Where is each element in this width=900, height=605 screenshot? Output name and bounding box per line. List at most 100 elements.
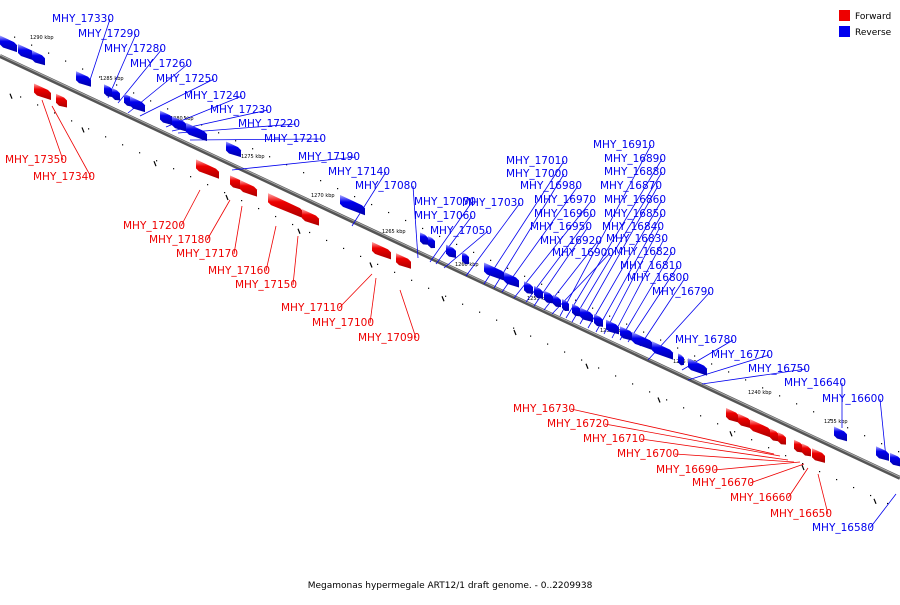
scale-tick-label: 1290 kbp	[30, 35, 54, 41]
leader-line	[89, 18, 111, 81]
reverse-gene-label[interactable]: MHY_16980	[520, 180, 582, 192]
reverse-gene-label[interactable]: MHY_17190	[298, 151, 360, 163]
leader-line	[587, 199, 663, 329]
reverse-gene-label[interactable]: MHY_16770	[711, 349, 773, 361]
minor-tick	[530, 335, 532, 337]
minor-tick	[241, 200, 243, 202]
reverse-gene-label[interactable]: MHY_16900	[552, 247, 614, 259]
minor-tick	[802, 463, 804, 465]
scale-tick-label: 1275 kbp	[241, 154, 265, 160]
reverse-gene-label[interactable]: MHY_16800	[627, 272, 689, 284]
minor-tick	[405, 219, 407, 222]
minor-tick	[632, 383, 634, 385]
forward-gene-label[interactable]: MHY_17150	[235, 279, 297, 291]
forward-gene-label[interactable]: MHY_17350	[5, 154, 67, 166]
reverse-gene-label[interactable]: MHY_16600	[822, 393, 884, 405]
reverse-gene-label[interactable]: MHY_16750	[748, 363, 810, 375]
leader-line	[117, 48, 163, 104]
reverse-gene-label[interactable]: MHY_16870	[600, 180, 662, 192]
reverse-gene-label[interactable]: MHY_17140	[328, 166, 390, 178]
minor-tick	[303, 172, 305, 174]
minor-tick	[881, 443, 883, 445]
reverse-gene-label[interactable]: MHY_16890	[604, 153, 666, 165]
reverse-gene	[606, 319, 619, 335]
forward-gene-label[interactable]: MHY_17090	[358, 332, 420, 344]
leader-line	[674, 453, 795, 463]
reverse-gene-label[interactable]: MHY_17080	[355, 180, 417, 192]
reverse-gene-label[interactable]: MHY_17250	[156, 73, 218, 85]
reverse-gene	[562, 299, 569, 312]
forward-gene-label[interactable]: MHY_16660	[730, 492, 792, 504]
reverse-gene-label[interactable]: MHY_16780	[675, 334, 737, 346]
forward-gene-label[interactable]: MHY_17160	[208, 265, 270, 277]
forward-gene-label[interactable]: MHY_16650	[770, 508, 832, 520]
reverse-gene-label[interactable]: MHY_17030	[462, 197, 524, 209]
reverse-gene-label[interactable]: MHY_16820	[614, 246, 676, 258]
forward-gene-label[interactable]: MHY_17340	[33, 171, 95, 183]
leader-lines	[41, 18, 897, 529]
minor-tick	[422, 227, 424, 230]
reverse-gene-label[interactable]: MHY_17330	[52, 13, 114, 25]
reverse-gene-label[interactable]: MHY_16850	[604, 208, 666, 220]
forward-gene-label[interactable]: MHY_17180	[149, 234, 211, 246]
reverse-gene	[572, 303, 581, 317]
minor-tick	[354, 195, 356, 198]
minor-tick	[700, 415, 702, 417]
minor-tick	[37, 104, 39, 106]
forward-gene-label[interactable]: MHY_16730	[513, 403, 575, 415]
reverse-gene-label[interactable]: MHY_16580	[812, 522, 874, 534]
leader-line	[570, 408, 775, 455]
reverse-gene-label[interactable]: MHY_16810	[620, 260, 682, 272]
forward-gene-label[interactable]: MHY_17100	[312, 317, 374, 329]
reverse-gene-label[interactable]: MHY_17000	[506, 168, 568, 180]
minor-tick	[643, 331, 645, 333]
forward-gene-label[interactable]: MHY_17200	[123, 220, 185, 232]
legend-reverse-label: Reverse	[855, 28, 892, 38]
forward-gene-label[interactable]: MHY_16720	[547, 418, 609, 430]
reverse-gene-label[interactable]: MHY_17260	[130, 58, 192, 70]
forward-gene-label[interactable]: MHY_16700	[617, 448, 679, 460]
leader-line	[619, 251, 673, 341]
reverse-gene-label[interactable]: MHY_17210	[264, 133, 326, 145]
reverse-gene	[553, 294, 561, 308]
reverse-gene-label[interactable]: MHY_17280	[104, 43, 166, 55]
forward-gene-label[interactable]: MHY_17110	[281, 302, 343, 314]
reverse-gene-label[interactable]: MHY_17220	[238, 118, 300, 130]
minor-tick	[870, 494, 872, 497]
forward-gene	[794, 439, 803, 453]
minor-tick	[269, 156, 271, 158]
reverse-gene-label[interactable]: MHY_16920	[540, 235, 602, 247]
reverse-gene-label[interactable]: MHY_17050	[430, 225, 492, 237]
reverse-gene-label[interactable]: MHY_17240	[184, 90, 246, 102]
leader-line	[180, 189, 201, 227]
reverse-gene	[678, 353, 684, 366]
reverse-gene-label[interactable]: MHY_17060	[414, 210, 476, 222]
forward-gene-label[interactable]: MHY_16670	[692, 477, 754, 489]
minor-tick	[116, 84, 118, 86]
reverse-gene-label[interactable]: MHY_16910	[593, 139, 655, 151]
reverse-gene-label[interactable]: MHY_16790	[652, 286, 714, 298]
reverse-gene-label[interactable]: MHY_16830	[606, 233, 668, 245]
minor-tick	[853, 486, 855, 489]
minor-tick	[99, 76, 101, 78]
reverse-gene-label[interactable]: MHY_17230	[210, 104, 272, 116]
reverse-gene-label[interactable]: MHY_16950	[530, 221, 592, 233]
leader-line	[493, 173, 565, 289]
leader-line	[603, 226, 661, 335]
forward-gene-label[interactable]: MHY_17170	[176, 248, 238, 260]
forward-gene-label[interactable]: MHY_16710	[583, 433, 645, 445]
reverse-gene-label[interactable]: MHY_16860	[604, 194, 666, 206]
reverse-gene-label[interactable]: MHY_16840	[602, 221, 664, 233]
reverse-gene	[834, 426, 847, 442]
reverse-gene-label[interactable]: MHY_16640	[784, 377, 846, 389]
reverse-gene-label[interactable]: MHY_17290	[78, 28, 140, 40]
forward-gene-label[interactable]: MHY_16690	[656, 464, 718, 476]
forward-gene	[372, 241, 391, 260]
reverse-gene-label[interactable]: MHY_16970	[534, 194, 596, 206]
minor-tick	[439, 235, 441, 238]
reverse-gene-label[interactable]: MHY_17010	[506, 155, 568, 167]
reverse-gene-label[interactable]: MHY_16880	[604, 166, 666, 178]
reverse-gene-label[interactable]: MHY_17070	[414, 196, 476, 208]
minor-tick	[173, 168, 175, 170]
reverse-gene-label[interactable]: MHY_16960	[534, 208, 596, 220]
